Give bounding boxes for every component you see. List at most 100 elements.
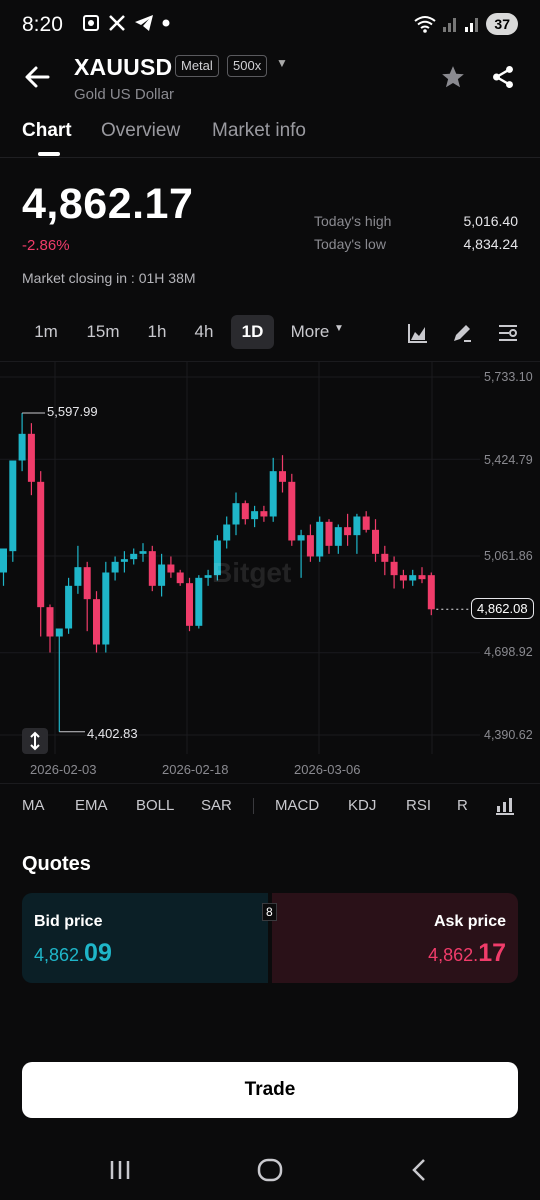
candle-body [55, 628, 63, 637]
candle-body [0, 548, 7, 573]
notification-dot-icon [162, 19, 170, 27]
ask-label: Ask price [433, 913, 506, 930]
todays-high-value: 5,016.40 [463, 213, 519, 229]
candle-body [418, 575, 426, 580]
signal-1-icon [443, 18, 457, 32]
share-icon[interactable] [490, 64, 516, 90]
candle-body [260, 511, 268, 517]
candle-body [427, 575, 435, 610]
header: XAUUSD Metal 500x ▼ Gold US Dollar [0, 50, 540, 110]
spread-badge: 8 [262, 903, 277, 921]
candle-body [186, 583, 193, 626]
chevron-down-icon[interactable]: ▼ [276, 56, 288, 70]
ask-panel[interactable]: Ask price 4,862.17 [272, 893, 518, 983]
x-axis-label: 2026-02-03 [30, 762, 97, 777]
symbol-title[interactable]: XAUUSD [74, 54, 173, 80]
x-axis-label: 2026-03-06 [294, 762, 361, 777]
y-axis-label: 5,424.79 [484, 453, 533, 467]
indicator-ma[interactable]: MA [22, 797, 45, 814]
more-caret-icon[interactable]: ▼ [334, 323, 344, 334]
tab-bar: Chart Overview Market info [0, 112, 540, 158]
indicator-bar: MA EMA BOLL SAR MACD KDJ RSI R [0, 783, 540, 827]
candle-body [306, 535, 314, 557]
home-icon[interactable] [256, 1156, 284, 1184]
candle-body [288, 481, 296, 541]
candle-body [232, 503, 240, 525]
todays-low-label: Today's low [314, 236, 386, 252]
candle-body [158, 564, 166, 586]
trade-button[interactable]: Trade [22, 1062, 518, 1118]
star-icon[interactable] [440, 64, 466, 90]
tab-overview[interactable]: Overview [101, 120, 181, 141]
drawing-tool-icon[interactable] [450, 321, 474, 345]
candle-body [65, 585, 73, 629]
candle-body [334, 527, 342, 546]
candle-body [130, 553, 138, 560]
status-bar: 8:20 37 [0, 0, 540, 50]
current-price-tag: 4,862.08 [471, 598, 534, 619]
status-time: 8:20 [22, 13, 63, 36]
candle-body [148, 551, 156, 586]
indicator-ema[interactable]: EMA [75, 797, 108, 814]
indicator-macd[interactable]: MACD [275, 797, 320, 814]
candle-body [83, 567, 91, 600]
asset-type-badge: Metal [175, 55, 219, 77]
timeframe-more[interactable]: More [290, 322, 330, 341]
candle-body [344, 527, 352, 536]
indicator-rsi[interactable]: RSI [406, 797, 432, 814]
system-nav-bar [0, 1140, 540, 1200]
candle-body [27, 433, 35, 482]
bid-price: 4,862.09 [34, 939, 112, 967]
candle-body [213, 540, 221, 576]
scale-toggle-button[interactable] [22, 728, 48, 754]
candle-body [74, 567, 82, 586]
candle-body [9, 460, 17, 552]
recent-apps-icon[interactable] [106, 1156, 134, 1184]
indicator-sar[interactable]: SAR [201, 797, 232, 814]
candle-body [269, 471, 277, 517]
symbol-subtitle: Gold US Dollar [74, 86, 175, 103]
quotes-title: Quotes [22, 853, 91, 875]
battery-indicator: 37 [486, 13, 518, 35]
todays-high-label: Today's high [314, 213, 392, 229]
candle-body [372, 529, 379, 554]
candle-body [195, 577, 203, 626]
x-axis-label: 2026-02-18 [162, 762, 229, 777]
candle-body [120, 559, 128, 562]
bid-panel[interactable]: Bid price 4,862.09 [22, 893, 268, 983]
candle-body [167, 564, 175, 573]
wifi-icon [414, 16, 437, 33]
todays-high-row: Today's high 5,016.40 [314, 213, 518, 229]
price-change: -2.86% [22, 237, 70, 254]
timeframe-4h[interactable]: 4h [194, 322, 214, 341]
candle-body [111, 561, 119, 573]
timeframe-1h[interactable]: 1h [147, 322, 167, 341]
tab-market-info[interactable]: Market info [212, 120, 306, 141]
price-chart[interactable]: Bitget 5,733.10 5,424.79 5,061.86 4,698.… [0, 361, 540, 783]
candle-body [251, 511, 259, 520]
active-tab-indicator [38, 152, 60, 156]
indicator-boll[interactable]: BOLL [136, 797, 175, 814]
leverage-badge: 500x [227, 55, 268, 77]
candle-body [399, 575, 407, 581]
timeframe-1m[interactable]: 1m [34, 322, 58, 341]
x-app-icon [109, 15, 125, 31]
indicator-settings-icon[interactable] [494, 796, 516, 816]
candlestick-chart[interactable] [0, 362, 540, 784]
chart-type-icon[interactable] [406, 321, 430, 345]
market-closing-text: Market closing in : 01H 38M [22, 270, 196, 286]
back-arrow-icon[interactable] [22, 62, 52, 92]
timeframe-1d[interactable]: 1D [231, 315, 274, 349]
candle-body [362, 516, 370, 530]
candle-body [316, 521, 324, 557]
tab-chart[interactable]: Chart [22, 120, 72, 141]
candle-body [204, 575, 212, 578]
timeframe-15m[interactable]: 15m [86, 322, 120, 341]
chart-settings-icon[interactable] [496, 321, 520, 345]
chart-watermark: Bitget [212, 557, 292, 588]
candle-body [18, 433, 26, 461]
bid-label: Bid price [34, 913, 103, 930]
indicator-kdj[interactable]: KDJ [348, 797, 377, 814]
back-nav-icon[interactable] [406, 1156, 434, 1184]
indicator-r[interactable]: R [457, 797, 468, 814]
